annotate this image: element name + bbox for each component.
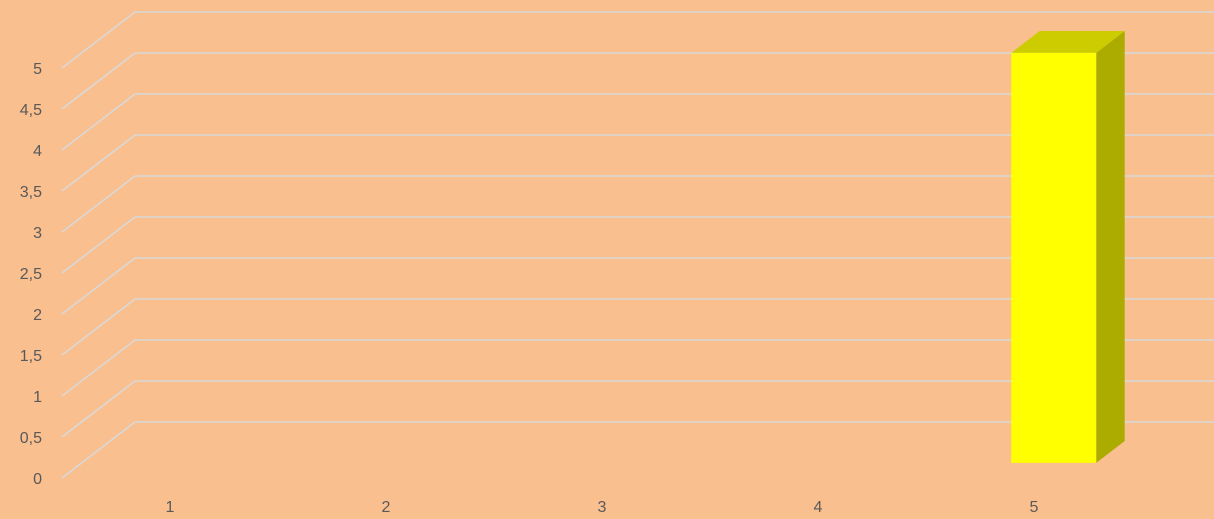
y-tick-label: 4,5	[20, 102, 42, 119]
bar-side	[1096, 31, 1125, 463]
y-tick-label: 3	[33, 225, 42, 242]
y-tick-label: 2	[33, 307, 42, 324]
y-tick-label: 1,5	[20, 348, 42, 365]
x-tick-label: 2	[382, 499, 391, 516]
grid-line-side	[61, 11, 136, 69]
grid-line-side	[61, 421, 136, 479]
x-tick-label: 4	[814, 499, 823, 516]
y-tick-label: 3,5	[20, 184, 42, 201]
grid-line-side	[61, 380, 136, 438]
y-tick-label: 0	[33, 471, 42, 488]
y-tick-label: 5	[33, 61, 42, 78]
grid-line-side	[61, 175, 136, 233]
grid-line-side	[61, 298, 136, 356]
grid-line-side	[61, 52, 136, 110]
grid-line-side	[61, 93, 136, 151]
y-tick-label: 0,5	[20, 430, 42, 447]
y-tick-label: 2,5	[20, 266, 42, 283]
bar-top	[1011, 31, 1125, 53]
grid-line-side	[61, 216, 136, 274]
x-tick-label: 1	[166, 499, 175, 516]
bar	[1011, 31, 1125, 463]
grid-line-side	[61, 134, 136, 192]
bar-front	[1011, 52, 1097, 463]
grid-line-side	[61, 339, 136, 397]
x-tick-label: 5	[1030, 499, 1039, 516]
y-tick-label: 4	[33, 143, 42, 160]
grid-line-side	[61, 257, 136, 315]
x-tick-label: 3	[598, 499, 607, 516]
y-tick-label: 1	[33, 389, 42, 406]
